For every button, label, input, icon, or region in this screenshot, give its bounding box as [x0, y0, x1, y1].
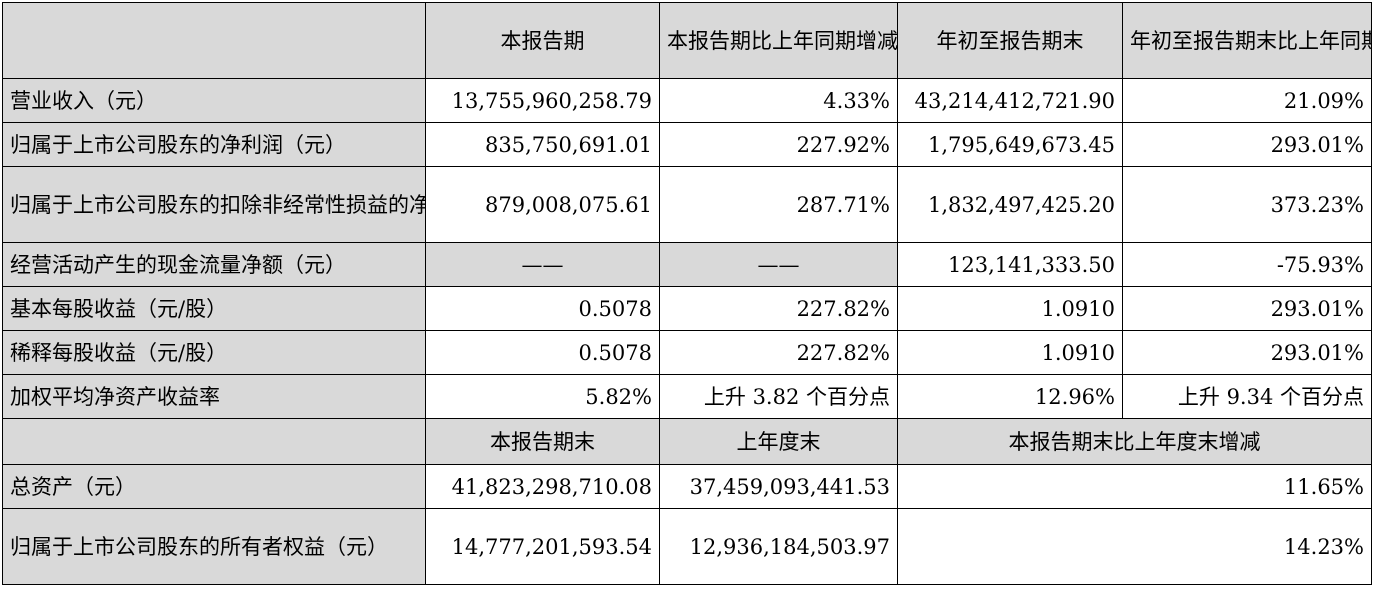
header-period-end-change: 本报告期末比上年度末增减: [897, 418, 1372, 465]
cell-current-period: 879,008,075.61: [425, 166, 660, 243]
header-prior-year-end: 上年度末: [659, 418, 898, 465]
cell-ytd-yoy: 21.09%: [1122, 78, 1372, 123]
cell-current-period: 5.82%: [425, 374, 660, 419]
row-label: 加权平均净资产收益率: [2, 374, 426, 419]
cell-current-period-yoy: 227.92%: [659, 122, 898, 167]
cell-current-period-yoy: 227.82%: [659, 286, 898, 331]
cell-prior-year-end: 37,459,093,441.53: [659, 464, 898, 509]
financial-summary-table: 本报告期 本报告期比上年同期增减 年初至报告期末 年初至报告期末比上年同期增减 …: [2, 2, 1372, 585]
cell-ytd: 1,795,649,673.45: [897, 122, 1123, 167]
row-label: 营业收入（元）: [2, 78, 426, 123]
cell-ytd: 43,214,412,721.90: [897, 78, 1123, 123]
table-row: 归属于上市公司股东的所有者权益（元） 14,777,201,593.54 12,…: [2, 508, 1372, 585]
cell-current-period: 0.5078: [425, 286, 660, 331]
cell-ytd: 12.96%: [897, 374, 1123, 419]
header-current-period: 本报告期: [425, 2, 660, 79]
header-corner-cell: [2, 2, 426, 79]
cell-period-end: 14,777,201,593.54: [425, 508, 660, 585]
header-current-period-yoy: 本报告期比上年同期增减: [659, 2, 898, 79]
cell-prior-year-end: 12,936,184,503.97: [659, 508, 898, 585]
cell-ytd: 123,141,333.50: [897, 242, 1123, 287]
cell-current-period: 0.5078: [425, 330, 660, 375]
cell-ytd: 1,832,497,425.20: [897, 166, 1123, 243]
cell-current-period: 835,750,691.01: [425, 122, 660, 167]
cell-current-period-yoy: 287.71%: [659, 166, 898, 243]
header-ytd: 年初至报告期末: [897, 2, 1123, 79]
table-row: 稀释每股收益（元/股） 0.5078 227.82% 1.0910 293.01…: [2, 330, 1372, 375]
cell-period-end-change: 14.23%: [897, 508, 1372, 585]
row-label: 稀释每股收益（元/股）: [2, 330, 426, 375]
header-ytd-yoy: 年初至报告期末比上年同期增减: [1122, 2, 1372, 79]
cell-ytd-yoy: -75.93%: [1122, 242, 1372, 287]
cell-ytd-yoy: 373.23%: [1122, 166, 1372, 243]
cell-ytd: 1.0910: [897, 286, 1123, 331]
header-period-end: 本报告期末: [425, 418, 660, 465]
cell-current-period-yoy: 227.82%: [659, 330, 898, 375]
row-label: 归属于上市公司股东的所有者权益（元）: [2, 508, 426, 585]
cell-current-period: 13,755,960,258.79: [425, 78, 660, 123]
row-label: 基本每股收益（元/股）: [2, 286, 426, 331]
table-row: 归属于上市公司股东的扣除非经常性损益的净利润（元） 879,008,075.61…: [2, 166, 1372, 243]
cell-current-period-yoy: 上升 3.82 个百分点: [659, 374, 898, 419]
cell-ytd-yoy: 上升 9.34 个百分点: [1122, 374, 1372, 419]
table-header-row: 本报告期 本报告期比上年同期增减 年初至报告期末 年初至报告期末比上年同期增减: [2, 2, 1372, 79]
subheader-corner-cell: [2, 418, 426, 465]
row-label: 经营活动产生的现金流量净额（元）: [2, 242, 426, 287]
balance-header-row: 本报告期末 上年度末 本报告期末比上年度末增减: [2, 418, 1372, 465]
cell-ytd-yoy: 293.01%: [1122, 122, 1372, 167]
cell-current-period: ——: [425, 242, 660, 287]
cell-ytd-yoy: 293.01%: [1122, 330, 1372, 375]
row-label: 总资产（元）: [2, 464, 426, 509]
table-row: 总资产（元） 41,823,298,710.08 37,459,093,441.…: [2, 464, 1372, 509]
cell-current-period-yoy: 4.33%: [659, 78, 898, 123]
cell-ytd-yoy: 293.01%: [1122, 286, 1372, 331]
table-row: 基本每股收益（元/股） 0.5078 227.82% 1.0910 293.01…: [2, 286, 1372, 331]
cell-current-period-yoy: ——: [659, 242, 898, 287]
row-label: 归属于上市公司股东的净利润（元）: [2, 122, 426, 167]
cell-period-end: 41,823,298,710.08: [425, 464, 660, 509]
cell-period-end-change: 11.65%: [897, 464, 1372, 509]
table-row: 营业收入（元） 13,755,960,258.79 4.33% 43,214,4…: [2, 78, 1372, 123]
table-row: 加权平均净资产收益率 5.82% 上升 3.82 个百分点 12.96% 上升 …: [2, 374, 1372, 419]
cell-ytd: 1.0910: [897, 330, 1123, 375]
table-row: 归属于上市公司股东的净利润（元） 835,750,691.01 227.92% …: [2, 122, 1372, 167]
table-row: 经营活动产生的现金流量净额（元） —— —— 123,141,333.50 -7…: [2, 242, 1372, 287]
row-label: 归属于上市公司股东的扣除非经常性损益的净利润（元）: [2, 166, 426, 243]
